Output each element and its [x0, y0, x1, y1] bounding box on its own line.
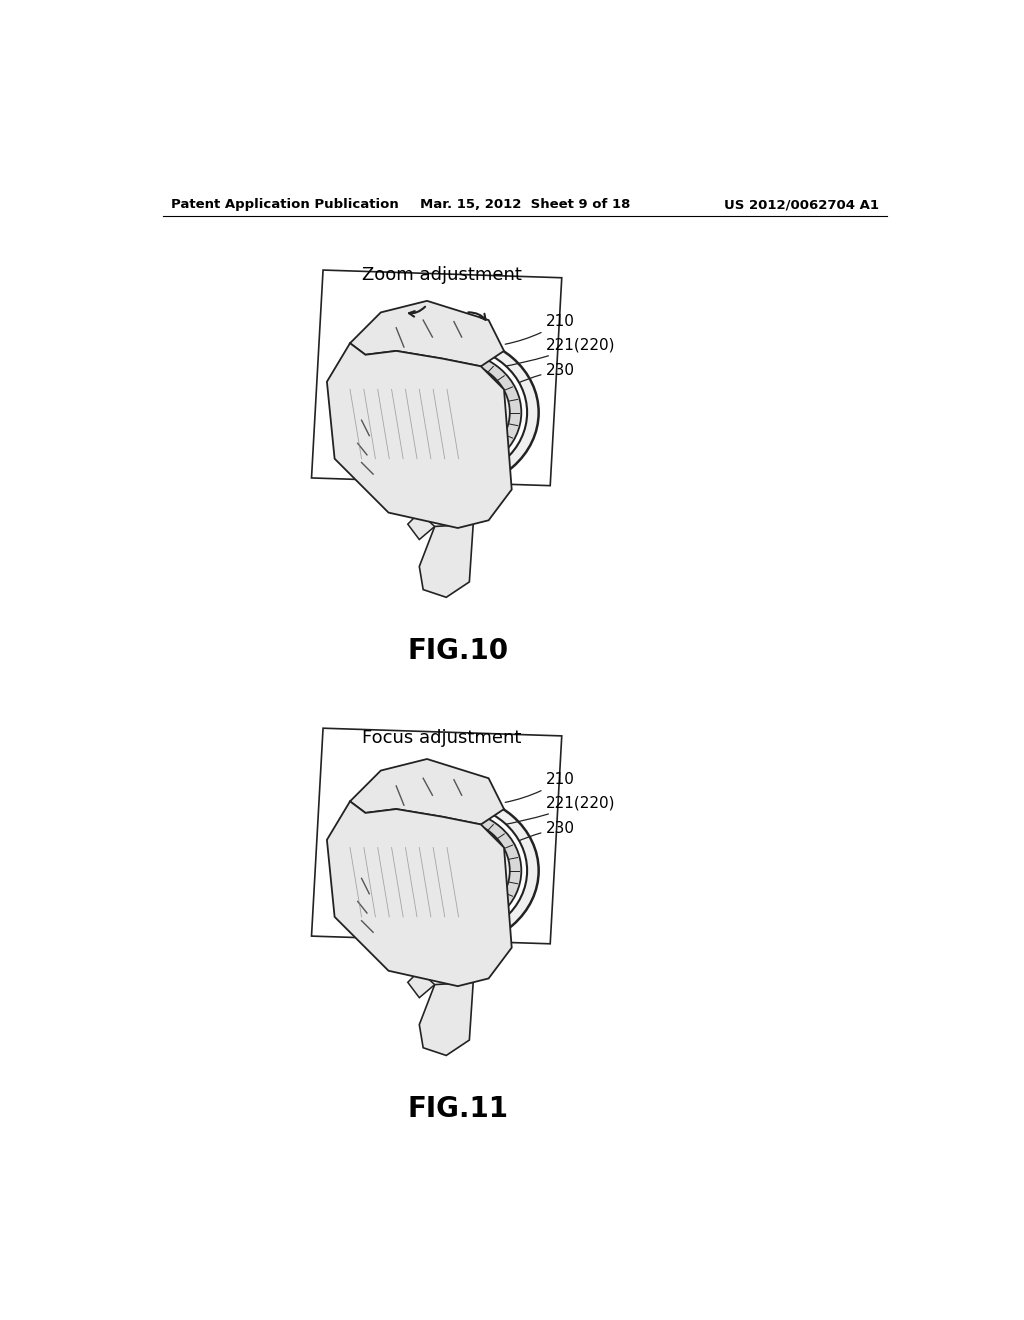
Text: US 2012/0062704 A1: US 2012/0062704 A1 — [724, 198, 879, 211]
Polygon shape — [419, 524, 473, 597]
Text: Focus adjustment: Focus adjustment — [361, 729, 521, 747]
Ellipse shape — [414, 840, 486, 903]
Ellipse shape — [402, 829, 499, 912]
Text: FIG.10: FIG.10 — [408, 638, 508, 665]
Ellipse shape — [443, 407, 453, 414]
Text: Mar. 15, 2012  Sheet 9 of 18: Mar. 15, 2012 Sheet 9 of 18 — [420, 198, 630, 211]
Ellipse shape — [438, 861, 462, 880]
Polygon shape — [327, 801, 512, 986]
Polygon shape — [350, 301, 504, 367]
Ellipse shape — [361, 793, 539, 948]
Ellipse shape — [361, 335, 539, 490]
Ellipse shape — [438, 403, 462, 422]
Ellipse shape — [379, 351, 521, 474]
Text: 210: 210 — [505, 314, 575, 345]
Ellipse shape — [443, 866, 453, 873]
Polygon shape — [408, 512, 435, 540]
Text: 221(220): 221(220) — [499, 796, 615, 825]
Text: 230: 230 — [490, 821, 575, 855]
Ellipse shape — [431, 396, 469, 429]
Text: 221(220): 221(220) — [499, 337, 615, 367]
Ellipse shape — [373, 804, 527, 939]
Text: Patent Application Publication: Patent Application Publication — [171, 198, 398, 211]
Polygon shape — [419, 982, 473, 1056]
Text: 230: 230 — [490, 363, 575, 397]
Ellipse shape — [414, 381, 486, 444]
Ellipse shape — [402, 371, 499, 454]
Polygon shape — [327, 343, 512, 528]
Polygon shape — [350, 759, 504, 825]
Ellipse shape — [390, 818, 510, 923]
Text: Zoom adjustment: Zoom adjustment — [361, 267, 521, 284]
Polygon shape — [311, 271, 562, 486]
Ellipse shape — [390, 360, 510, 465]
Text: FIG.11: FIG.11 — [408, 1096, 508, 1123]
Ellipse shape — [431, 854, 469, 887]
Polygon shape — [311, 729, 562, 944]
Ellipse shape — [379, 809, 521, 932]
Text: 210: 210 — [505, 772, 575, 803]
Ellipse shape — [422, 847, 478, 895]
Polygon shape — [408, 970, 435, 998]
Ellipse shape — [373, 345, 527, 480]
Ellipse shape — [422, 388, 478, 437]
